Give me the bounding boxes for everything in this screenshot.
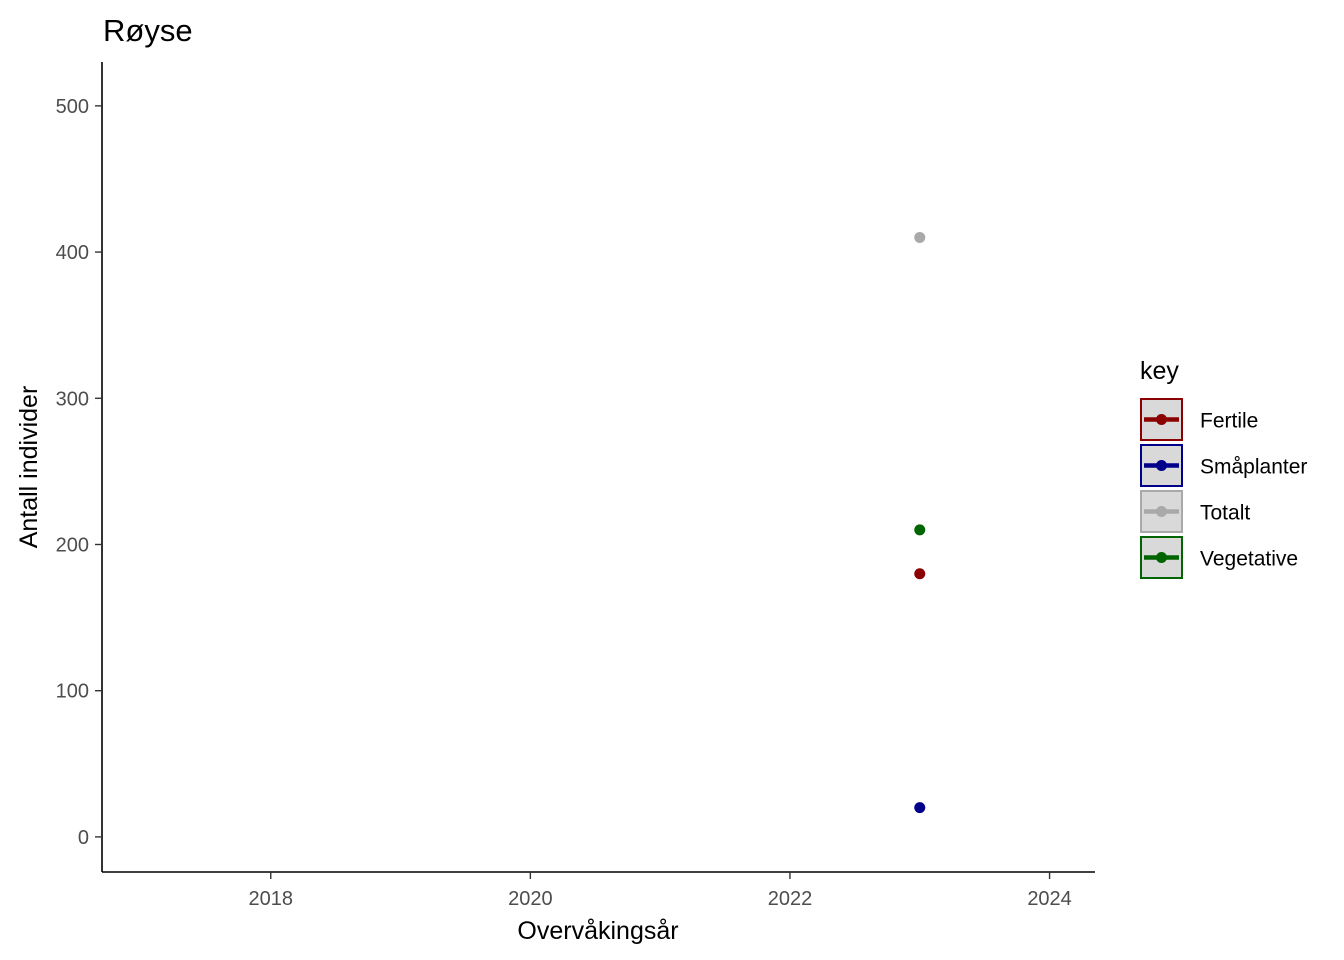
- legend-key-point: [1156, 506, 1167, 517]
- legend-key-point: [1156, 414, 1167, 425]
- legend-title: key: [1140, 357, 1179, 385]
- legend-label: Fertile: [1200, 410, 1258, 433]
- x-tick-label: 2020: [508, 888, 553, 910]
- legend-item: Småplanter: [1140, 444, 1307, 487]
- legend-item: Fertile: [1140, 398, 1258, 441]
- y-axis-title: Antall individer: [15, 386, 43, 549]
- y-tick-label: 300: [56, 388, 89, 410]
- y-tick-label: 400: [56, 242, 89, 264]
- legend: key Fertile Småplanter Totalt Vegetative: [1140, 357, 1307, 579]
- x-tick-label: 2018: [248, 888, 293, 910]
- legend-label: Småplanter: [1200, 456, 1307, 479]
- data-point: [914, 231, 926, 243]
- data-point: [914, 568, 926, 580]
- y-tick-label: 500: [56, 96, 89, 118]
- y-tick-label: 100: [56, 681, 89, 703]
- legend-label: Vegetative: [1200, 548, 1298, 571]
- x-tick-label: 2024: [1027, 888, 1072, 910]
- data-point: [914, 802, 926, 814]
- y-tick-label: 0: [78, 827, 89, 849]
- legend-key-point: [1156, 460, 1167, 471]
- plot-area: 0 100 200 300 400 500 2018 2020 2022 2024: [56, 62, 1095, 910]
- chart-title: Røyse: [103, 13, 193, 48]
- legend-key-point: [1156, 552, 1167, 563]
- legend-item: Vegetative: [1140, 536, 1298, 579]
- x-axis-title: Overvåkingsår: [517, 917, 678, 945]
- legend-label: Totalt: [1200, 502, 1250, 525]
- x-tick-label: 2022: [768, 888, 813, 910]
- data-point: [914, 524, 926, 536]
- y-tick-label: 200: [56, 534, 89, 556]
- legend-item: Totalt: [1140, 490, 1250, 533]
